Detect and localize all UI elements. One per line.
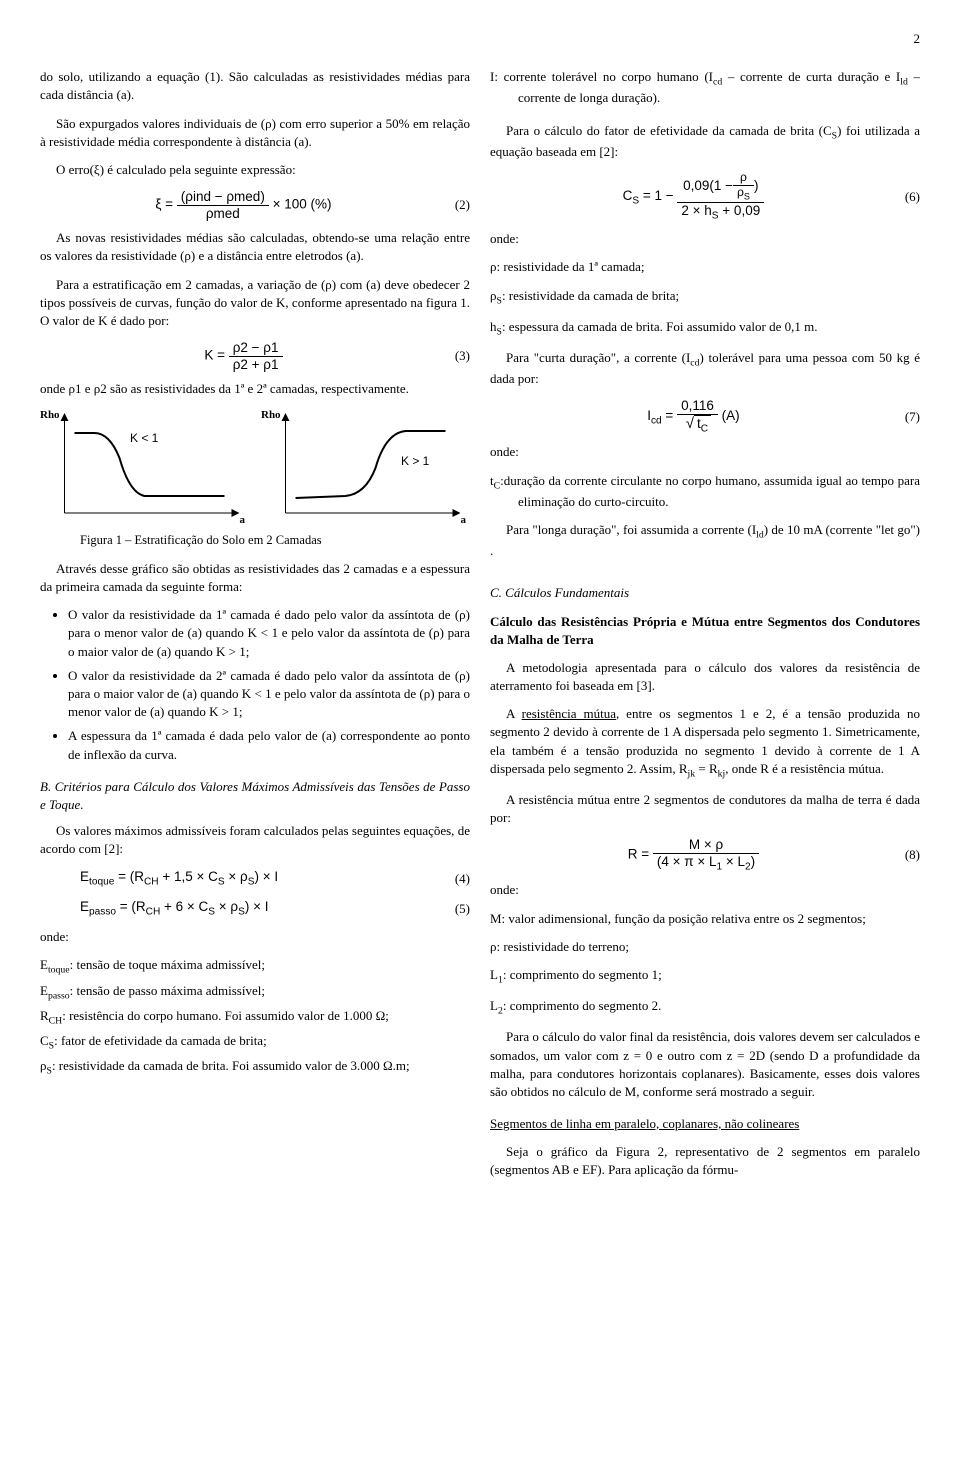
eq-lhs: R =	[628, 847, 649, 862]
y-axis-label: Rho	[261, 408, 281, 423]
eq-part: )	[754, 178, 759, 193]
paragraph: I: corrente tolerável no corpo humano (I…	[490, 68, 920, 107]
page-number: 2	[40, 30, 920, 48]
var-item: ρ: resistividade do terreno;	[490, 938, 920, 956]
figure-caption: Figura 1 – Estratificação do Solo em 2 C…	[80, 532, 470, 550]
eq-den: ρ2 + ρ1	[233, 357, 279, 372]
paragraph: Seja o gráfico da Figura 2, representati…	[490, 1143, 920, 1179]
paragraph: Através desse gráfico são obtidas as res…	[40, 560, 470, 596]
left-column: do solo, utilizando a equação (1). São c…	[40, 68, 470, 1189]
paragraph: O erro(ξ) é calculado pela seguinte expr…	[40, 161, 470, 179]
eq-num: M × ρ	[653, 837, 759, 854]
x-axis-label: a	[461, 513, 467, 528]
list-item: O valor da resistividade da 2ª camada é …	[68, 667, 470, 722]
onde-label: onde:	[40, 928, 470, 946]
paragraph: do solo, utilizando a equação (1). São c…	[40, 68, 470, 104]
fig-left-panel: Rho K < 1 a	[40, 408, 249, 528]
onde-label: onde:	[490, 881, 920, 899]
paragraph: As novas resistividades médias são calcu…	[40, 229, 470, 265]
var-item: RCH: resistência do corpo humano. Foi as…	[40, 1007, 470, 1028]
var-item: ρ: resistividade da 1ª camada;	[490, 258, 920, 276]
eq-lhs: Icd =	[647, 408, 673, 423]
fig-right-panel: Rho K > 1 a	[261, 408, 470, 528]
text: A	[506, 706, 522, 721]
equation-4: Etoque = (RCH + 1,5 × CS × ρS) × I (4)	[40, 868, 470, 890]
var-item: ρS: resistividade da camada de brita;	[490, 287, 920, 308]
eq-lhs: ξ =	[155, 197, 173, 212]
eq-num: 0,116	[677, 398, 718, 415]
var-item: Epasso: tensão de passo máxima admissíve…	[40, 982, 470, 1003]
equation-7: Icd = 0,116 tC (A) (7)	[490, 398, 920, 435]
curve-label: K < 1	[130, 430, 158, 447]
paragraph: A resistência mútua, entre os segmentos …	[490, 705, 920, 781]
list-item: O valor da resistividade da 1ª camada é …	[68, 606, 470, 661]
eq-body: Etoque = (RCH + 1,5 × CS × ρS) × I	[80, 869, 278, 884]
equation-8: R = M × ρ (4 × π × L1 × L2) (8)	[490, 837, 920, 873]
paragraph: A resistência mútua entre 2 segmentos de…	[490, 791, 920, 827]
subsection-title: Cálculo das Resistências Própria e Mútua…	[490, 613, 920, 649]
eq-number: (5)	[447, 900, 470, 918]
x-axis-label: a	[240, 513, 246, 528]
subsection-title: Segmentos de linha em paralelo, coplanar…	[490, 1115, 920, 1133]
equation-5: Epasso = (RCH + 6 × CS × ρS) × I (5)	[40, 898, 470, 920]
paragraph: Os valores máximos admissíveis foram cal…	[40, 822, 470, 858]
eq-number: (3)	[447, 347, 470, 365]
paragraph: Para "longa duração", foi assumida a cor…	[490, 521, 920, 560]
eq-den: ρmed	[206, 206, 240, 221]
paragraph: Para o cálculo do valor final da resistê…	[490, 1028, 920, 1101]
eq-part: 0,09(1 −	[683, 178, 733, 193]
var-item: tC:duração da corrente circulante no cor…	[490, 472, 920, 511]
eq-body: Epasso = (RCH + 6 × CS × ρS) × I	[80, 899, 269, 914]
paragraph: Para "curta duração", a corrente (Icd) t…	[490, 349, 920, 388]
eq-num: (ρind − ρmed)	[181, 189, 265, 204]
curve-label: K > 1	[401, 453, 429, 470]
variable-list: Etoque: tensão de toque máxima admissíve…	[40, 956, 470, 1078]
paragraph: Para a estratificação em 2 camadas, a va…	[40, 276, 470, 331]
section-b-title: B. Critérios para Cálculo dos Valores Má…	[40, 778, 470, 814]
eq-lhs: K =	[204, 348, 225, 363]
eq-number: (8)	[897, 846, 920, 864]
eq-number: (4)	[447, 870, 470, 888]
two-column-layout: do solo, utilizando a equação (1). São c…	[40, 68, 920, 1189]
eq-part: ρ	[733, 171, 754, 186]
eq-number: (2)	[447, 196, 470, 214]
eq-lhs: CS = 1 −	[623, 188, 674, 203]
eq-tail: × 100 (%)	[273, 197, 332, 212]
var-item: Etoque: tensão de toque máxima admissíve…	[40, 956, 470, 977]
right-column: I: corrente tolerável no corpo humano (I…	[490, 68, 920, 1189]
var-item: L1: comprimento do segmento 1;	[490, 966, 920, 987]
figure-1: Rho K < 1 a Rho	[40, 408, 470, 528]
onde-label: onde:	[490, 230, 920, 248]
eq-number: (6)	[897, 188, 920, 206]
onde-label: onde:	[490, 443, 920, 461]
equation-3: K = ρ2 − ρ1 ρ2 + ρ1 (3)	[40, 340, 470, 372]
bullet-list: O valor da resistividade da 1ª camada é …	[40, 606, 470, 764]
var-item: ρS: resistividade da camada de brita. Fo…	[40, 1057, 470, 1078]
section-c-title: C. Cálculos Fundamentais	[490, 584, 920, 602]
var-item: M: valor adimensional, função da posição…	[490, 910, 920, 928]
paragraph: Para o cálculo do fator de efetividade d…	[490, 122, 920, 161]
equation-2: ξ = (ρind − ρmed) ρmed × 100 (%) (2)	[40, 189, 470, 221]
var-item: L2: comprimento do segmento 2.	[490, 997, 920, 1018]
eq-number: (7)	[897, 408, 920, 426]
var-item: CS: fator de efetividade da camada de br…	[40, 1032, 470, 1053]
paragraph: São expurgados valores individuais de (ρ…	[40, 115, 470, 151]
equation-6: CS = 1 − 0,09(1 −ρρS) 2 × hS + 0,09 (6)	[490, 171, 920, 222]
list-item: A espessura da 1ª camada é dada pelo val…	[68, 727, 470, 763]
y-axis-label: Rho	[40, 408, 60, 423]
paragraph: A metodologia apresentada para o cálculo…	[490, 659, 920, 695]
eq-num: ρ2 − ρ1	[233, 340, 279, 355]
eq-tail: (A)	[722, 408, 740, 423]
paragraph: onde ρ1 e ρ2 são as resistividades da 1ª…	[40, 380, 470, 398]
underlined-term: resistência mútua	[522, 706, 616, 721]
var-item: hS: espessura da camada de brita. Foi as…	[490, 318, 920, 339]
